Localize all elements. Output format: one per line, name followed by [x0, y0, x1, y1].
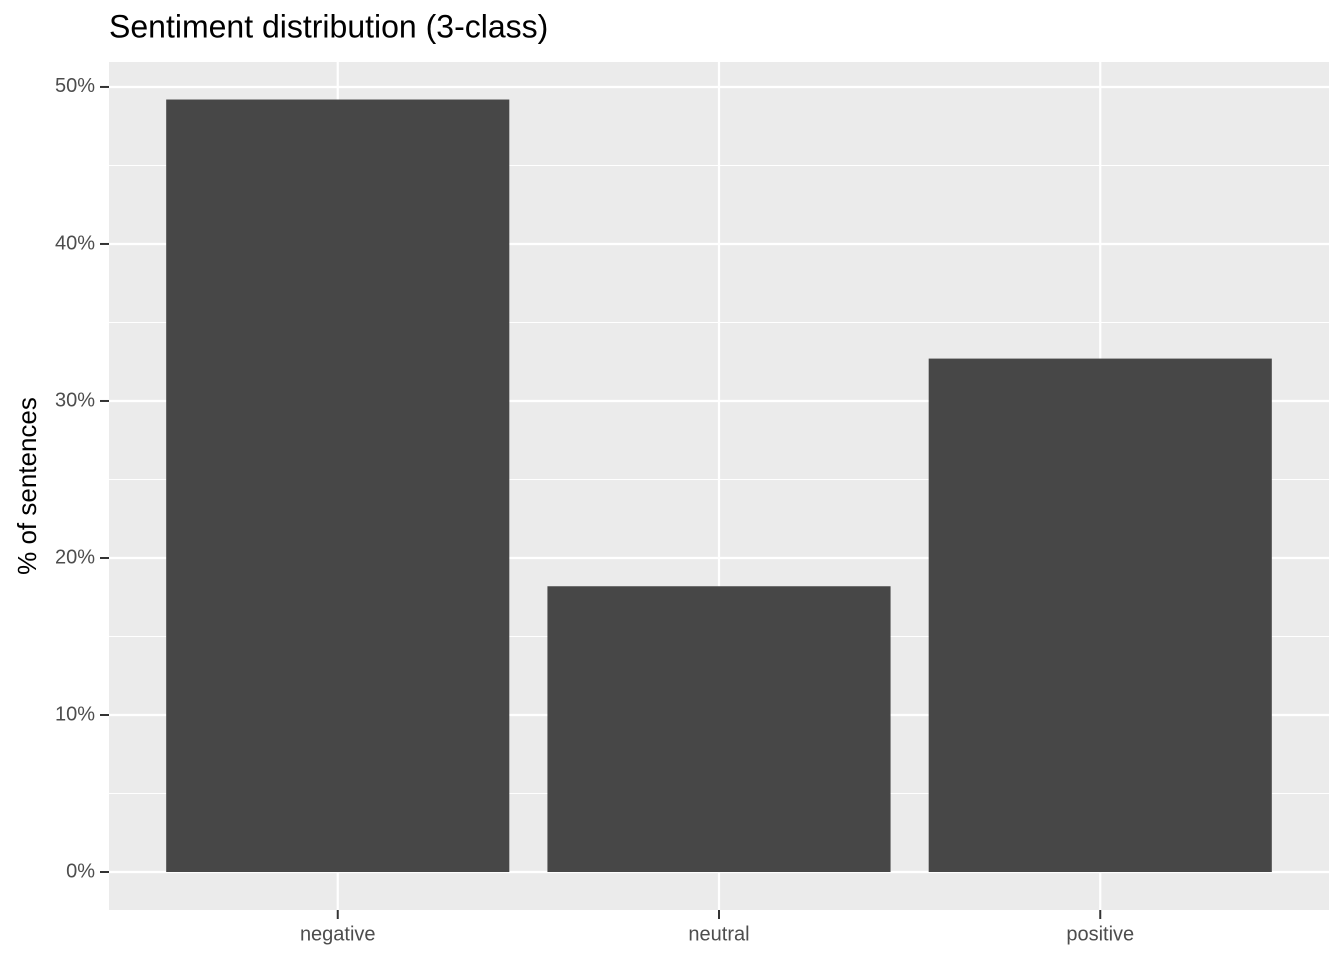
chart-title: Sentiment distribution (3-class): [109, 8, 548, 44]
x-tick-label: negative: [300, 923, 376, 945]
y-tick-label: 30%: [55, 389, 95, 411]
x-tick-label: neutral: [688, 923, 749, 945]
bar: [166, 99, 510, 873]
y-tick-label: 20%: [55, 546, 95, 568]
y-tick-label: 10%: [55, 703, 95, 725]
y-axis-label: % of sentences: [12, 397, 42, 575]
y-tick-label: 50%: [55, 75, 95, 97]
x-tick-label: positive: [1066, 923, 1134, 945]
bar: [928, 358, 1272, 873]
bar: [547, 586, 891, 873]
y-tick-label: 0%: [66, 860, 95, 882]
y-tick-label: 40%: [55, 232, 95, 254]
